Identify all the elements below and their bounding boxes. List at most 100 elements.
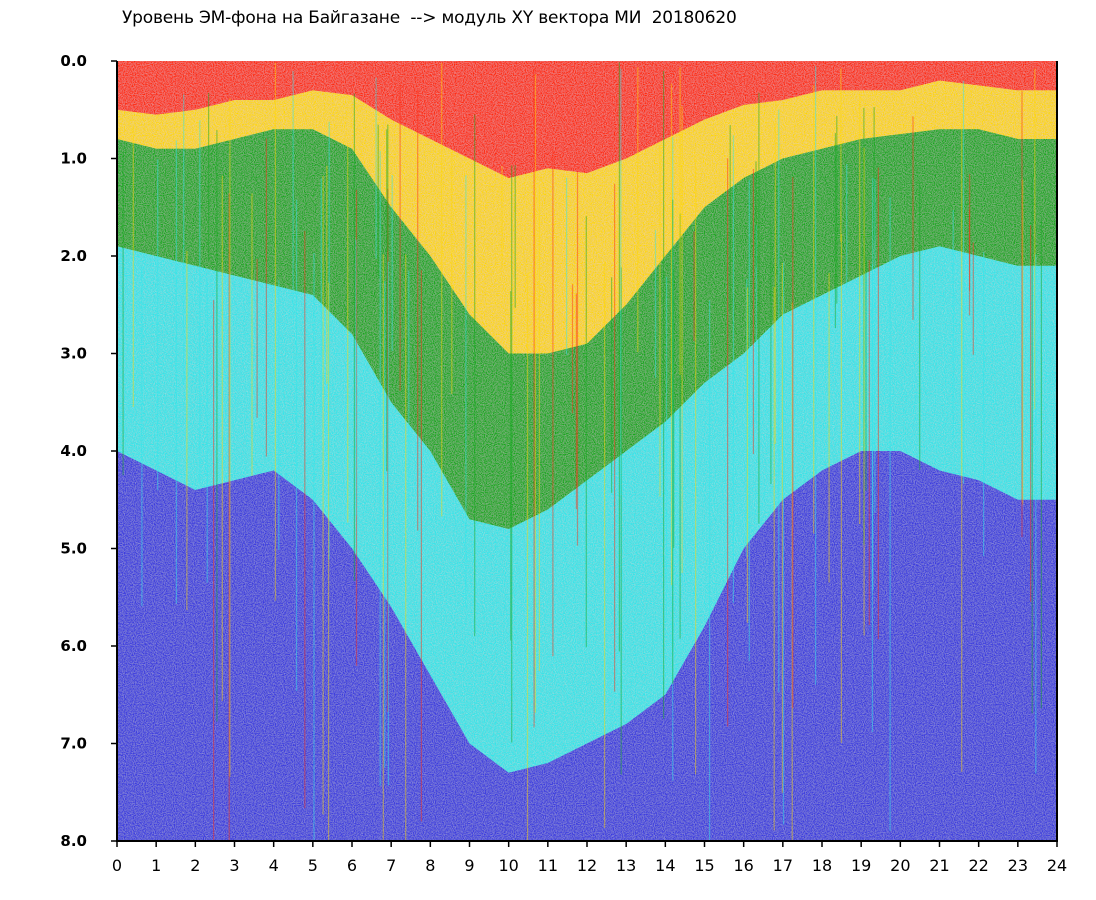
- y-tick-label: 5.0: [60, 540, 87, 558]
- chart-title: Уровень ЭМ-фона на Байгазане --> модуль …: [122, 8, 737, 28]
- streak-line: [693, 231, 695, 342]
- x-tick-label: 21: [929, 856, 949, 875]
- streak-line: [399, 83, 401, 391]
- band-blue: [117, 451, 1057, 841]
- streak-line: [778, 109, 780, 693]
- streak-line: [672, 137, 674, 781]
- y-tick-label: 7.0: [60, 735, 87, 753]
- x-tick-label: 20: [890, 856, 910, 875]
- streak-line: [576, 171, 579, 546]
- streak-line: [748, 180, 750, 662]
- streak-line: [774, 122, 776, 445]
- streak-line: [375, 77, 377, 259]
- streak-line: [186, 251, 188, 611]
- streak-line: [873, 107, 875, 242]
- streak-line: [752, 168, 754, 454]
- streak-line: [840, 68, 842, 242]
- streak-line: [620, 68, 622, 496]
- streak-line: [1040, 219, 1042, 709]
- streak-line: [353, 93, 355, 582]
- streak-line: [511, 165, 513, 743]
- streak-line: [962, 80, 965, 484]
- streak-line: [859, 93, 861, 525]
- y-axis-ticks: 0.0 1.0 2.0 3.0 4.0 5.0 6.0 7.0 8.0: [60, 52, 117, 850]
- x-tick-label: 3: [229, 856, 239, 875]
- vertical-streaks: [122, 62, 1042, 841]
- y-tick-label: 3.0: [60, 345, 87, 363]
- streak-line: [637, 67, 639, 353]
- streak-line: [709, 300, 711, 841]
- x-tick-label: 11: [538, 856, 558, 875]
- x-tick-label: 5: [308, 856, 318, 875]
- streak-line: [534, 74, 536, 713]
- streak-line: [304, 231, 306, 809]
- streak-line: [228, 193, 230, 841]
- streak-line: [474, 114, 476, 637]
- streak-line: [328, 121, 330, 560]
- streak-line: [868, 260, 870, 626]
- streak-line: [670, 83, 673, 586]
- y-tick-label: 0.0: [60, 52, 87, 70]
- streak-line: [295, 199, 298, 691]
- streak-line: [347, 145, 349, 523]
- streak-line: [552, 150, 554, 657]
- x-tick-label: 6: [347, 856, 357, 875]
- x-tick-label: 23: [1008, 856, 1028, 875]
- streak-line: [256, 258, 258, 418]
- streak-line: [575, 293, 577, 509]
- streak-line: [141, 266, 143, 607]
- streak-line: [216, 130, 218, 722]
- streak-line: [1022, 179, 1024, 505]
- streak-line: [746, 287, 748, 623]
- streak-line: [781, 262, 783, 793]
- y-tick-label: 2.0: [60, 247, 87, 265]
- streak-line: [313, 253, 315, 841]
- streak-line: [604, 262, 606, 828]
- x-tick-label: 13: [616, 856, 636, 875]
- streak-line: [221, 175, 223, 701]
- streak-line: [229, 98, 231, 777]
- streak-line: [387, 124, 389, 251]
- streak-line: [983, 251, 985, 557]
- streak-line: [863, 147, 865, 636]
- streak-line: [912, 116, 914, 320]
- streak-line: [538, 185, 540, 672]
- color-bands: [117, 61, 1057, 841]
- streak-line: [1030, 225, 1032, 602]
- streak-line: [679, 213, 681, 639]
- streak-line: [326, 165, 328, 384]
- x-tick-label: 24: [1047, 856, 1067, 875]
- x-tick-label: 17: [773, 856, 793, 875]
- x-tick-label: 19: [851, 856, 871, 875]
- streak-line: [727, 158, 729, 727]
- streak-line: [889, 197, 891, 832]
- streak-line: [695, 158, 697, 775]
- streak-line: [1035, 254, 1037, 774]
- streak-line: [673, 270, 675, 548]
- x-tick-label: 7: [386, 856, 396, 875]
- streak-line: [571, 284, 574, 414]
- streak-line: [791, 302, 793, 841]
- streak-line: [681, 106, 683, 573]
- streak-line: [274, 62, 276, 601]
- x-tick-label: 16: [733, 856, 753, 875]
- streak-line: [782, 262, 785, 825]
- streak-line: [773, 287, 775, 831]
- streak-line: [420, 270, 422, 822]
- streak-line: [355, 239, 357, 516]
- streak-line: [919, 181, 921, 470]
- streak-line: [834, 133, 836, 328]
- streak-line: [533, 68, 535, 728]
- streak-line: [665, 276, 668, 620]
- streak-line: [183, 94, 185, 383]
- streak-line: [408, 270, 410, 506]
- streak-line: [206, 277, 208, 583]
- streak-line: [952, 210, 954, 436]
- streak-line: [679, 67, 681, 375]
- x-tick-label: 0: [112, 856, 122, 875]
- x-tick-label: 9: [464, 856, 474, 875]
- streak-line: [386, 129, 388, 472]
- streak-line: [1021, 91, 1023, 538]
- streak-line: [846, 164, 848, 288]
